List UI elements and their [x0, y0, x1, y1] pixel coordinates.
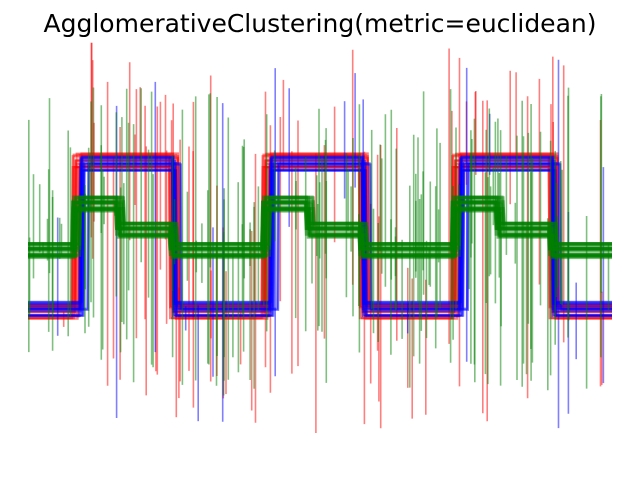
series-line: [28, 159, 612, 308]
chart-title: AgglomerativeClustering(metric=euclidean…: [44, 9, 597, 38]
series-line: [28, 152, 612, 306]
plot-area: [27, 42, 612, 433]
series-line: [28, 169, 612, 318]
series-line: [28, 157, 612, 305]
series-line: [28, 162, 612, 310]
series-cluster-1: [28, 59, 612, 429]
series-line: [28, 155, 612, 304]
series-line: [28, 165, 612, 313]
series-cluster-2: [27, 87, 612, 396]
series-line: [28, 153, 612, 308]
